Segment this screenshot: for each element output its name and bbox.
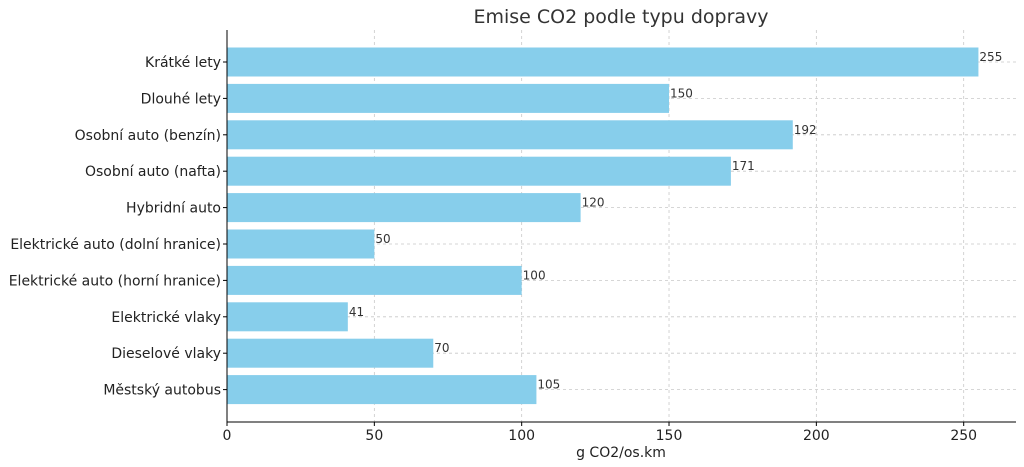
category-label: Krátké lety xyxy=(145,55,221,71)
bar xyxy=(227,338,434,368)
category-label: Městský autobus xyxy=(103,383,221,399)
category-label: Osobní auto (nafta) xyxy=(85,164,221,180)
value-label: 105 xyxy=(537,378,560,392)
bar xyxy=(227,229,375,259)
value-label: 171 xyxy=(732,159,755,173)
value-label: 50 xyxy=(375,232,390,246)
category-label: Osobní auto (benzín) xyxy=(75,128,221,144)
chart-title: Emise CO2 podle typu dopravy xyxy=(473,6,768,28)
bar xyxy=(227,302,348,332)
bar xyxy=(227,193,581,223)
category-label: Elektrické vlaky xyxy=(111,310,221,326)
x-tick-label: 0 xyxy=(223,428,232,444)
x-tick-label: 250 xyxy=(950,428,977,444)
value-label: 41 xyxy=(349,305,364,319)
value-label: 150 xyxy=(670,86,693,100)
value-label: 255 xyxy=(979,50,1002,64)
category-label: Hybridní auto xyxy=(126,201,221,217)
x-axis-label: g CO2/os.km xyxy=(576,445,666,461)
category-label: Elektrické auto (horní hranice) xyxy=(9,273,221,289)
category-label: Dieselové vlaky xyxy=(111,346,221,362)
labels: 0 50 100 150 200 250 Krátké lety 255 Dlouhé lety… xyxy=(9,50,1003,444)
value-label: 100 xyxy=(523,268,546,282)
value-label: 192 xyxy=(794,123,817,137)
category-label: Dlouhé lety xyxy=(141,91,221,107)
x-tick-label: 150 xyxy=(656,428,683,444)
bar xyxy=(227,265,522,295)
x-tick-label: 50 xyxy=(365,428,383,444)
bar xyxy=(227,47,979,77)
category-label: Elektrické auto (dolní hranice) xyxy=(10,237,221,253)
x-tick-label: 100 xyxy=(508,428,535,444)
bar xyxy=(227,120,793,150)
bar xyxy=(227,83,670,113)
value-label: 70 xyxy=(434,341,449,355)
value-label: 120 xyxy=(582,196,605,210)
x-tick-label: 200 xyxy=(803,428,830,444)
bar xyxy=(227,156,731,186)
bar xyxy=(227,375,537,405)
bars xyxy=(227,47,979,405)
